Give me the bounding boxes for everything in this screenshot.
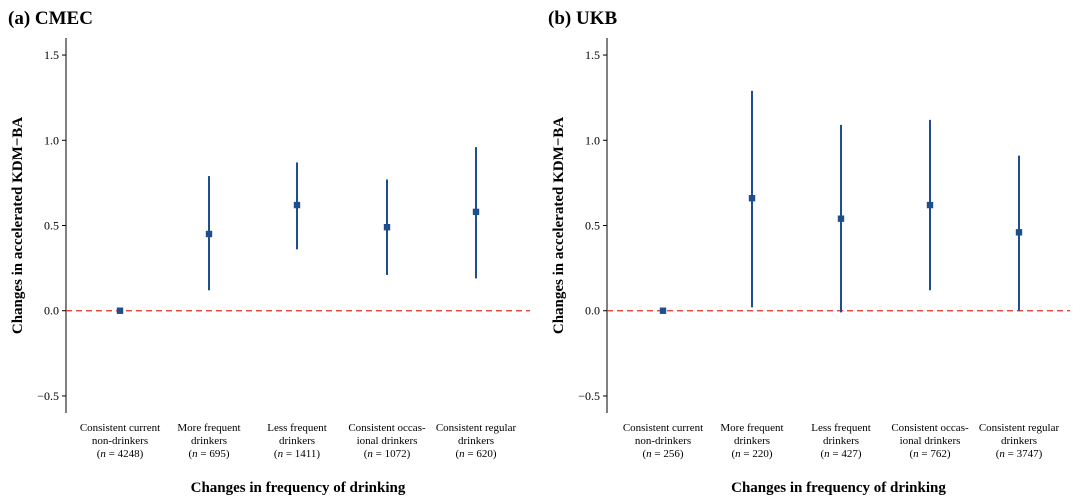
panel-b: (b) UKB −0.5 0.0 0.5 1.0 1.5 Changes in accele…	[548, 8, 1070, 496]
x-tick-label: More frequent drinkers (n = 695)	[177, 422, 240, 460]
x-tick-label-n: (n = 256)	[642, 448, 683, 460]
x-tick-label-line: Consistent current	[80, 422, 160, 434]
x-axis-title: Changes in frequency of drinking	[191, 480, 406, 496]
point-estimate	[926, 201, 934, 209]
x-tick-label-n: (n = 220)	[731, 448, 772, 460]
panel-title: (a) CMEC	[8, 8, 93, 29]
y-tick-label: 0.0	[585, 304, 600, 318]
x-tick-label-line: drinkers	[823, 435, 859, 447]
point-estimate	[748, 195, 756, 202]
point-estimate	[1015, 229, 1023, 236]
x-tick-label-n: (n = 1411)	[274, 448, 320, 460]
x-tick-label-line: ional drinkers	[900, 435, 961, 447]
y-tick-label: −0.5	[37, 389, 59, 403]
x-tick-label-line: More frequent	[720, 422, 783, 434]
x-tick-label-n: (n = 427)	[820, 448, 861, 460]
x-tick-label-line: drinkers	[458, 435, 494, 447]
y-tick-label: 0.5	[585, 219, 600, 233]
x-tick-label-line: drinkers	[191, 435, 227, 447]
x-tick-label-line: Consistent occas-	[348, 422, 426, 434]
x-tick-label: Consistent regular drinkers (n = 3747)	[979, 422, 1060, 460]
x-tick-label: Less frequent drinkers (n = 427)	[811, 422, 871, 460]
y-tick-label: 1.0	[44, 133, 59, 147]
y-tick-label: −0.5	[578, 389, 600, 403]
x-tick-label-n: (n = 4248)	[97, 448, 144, 460]
y-tick-label: 0.0	[44, 304, 59, 318]
x-tick-label-line: non-drinkers	[635, 435, 691, 447]
x-tick-label: Consistent occas-ional drinkers (n = 762)	[891, 422, 969, 460]
point-estimate	[205, 230, 213, 238]
point-estimate	[383, 224, 391, 231]
x-tick-label-line: ional drinkers	[357, 435, 418, 447]
x-tick-label-line: Consistent regular	[979, 422, 1060, 434]
y-tick-label: 1.0	[585, 133, 600, 147]
x-tick-label-n: (n = 620)	[455, 448, 496, 460]
x-tick-label-n: (n = 762)	[909, 448, 950, 460]
y-tick-label: 1.5	[585, 48, 600, 62]
point-estimate	[659, 307, 667, 314]
x-axis-title: Changes in frequency of drinking	[731, 480, 946, 496]
y-tick-label: 1.5	[44, 48, 59, 62]
point-estimate	[293, 201, 301, 209]
x-tick-label: Less frequent drinkers (n = 1411)	[267, 422, 327, 460]
x-tick-label-line: Consistent current	[623, 422, 703, 434]
point-estimate	[472, 208, 480, 216]
y-tick-label: 0.5	[44, 219, 59, 233]
x-tick-label-line: Less frequent	[811, 422, 871, 434]
x-tick-label-line: Less frequent	[267, 422, 327, 434]
panel-a: (a) CMEC −0.5 0.0 0.5 1.0 1.5 Changes in accel…	[8, 8, 530, 496]
panel-title: (b) UKB	[548, 8, 617, 29]
point-estimate	[837, 215, 845, 222]
x-tick-label-line: Consistent regular	[436, 422, 517, 434]
x-tick-label-n: (n = 695)	[188, 448, 229, 460]
x-tick-label-n: (n = 1072)	[364, 448, 411, 460]
y-axis-title: Changes in accelerated KDM−BA	[551, 117, 567, 334]
x-tick-label-line: drinkers	[279, 435, 315, 447]
x-tick-label-line: drinkers	[734, 435, 770, 447]
x-tick-label: Consistent occas-ional drinkers (n = 1072…	[348, 422, 426, 460]
x-tick-label-line: drinkers	[1001, 435, 1037, 447]
x-tick-label: More frequent drinkers (n = 220)	[720, 422, 783, 460]
y-axis-title: Changes in accelerated KDM−BA	[10, 117, 26, 334]
x-tick-label: Consistent regular drinkers (n = 620)	[436, 422, 517, 460]
x-tick-label-line: Consistent occas-	[891, 422, 969, 434]
x-tick-label-line: non-drinkers	[92, 435, 148, 447]
x-tick-label: Consistent current non-drinkers (n = 4248)	[80, 422, 160, 460]
x-tick-label-line: More frequent	[177, 422, 240, 434]
x-tick-label: Consistent current non-drinkers (n = 256)	[623, 422, 703, 460]
point-estimate	[116, 307, 124, 314]
x-tick-label-n: (n = 3747)	[996, 448, 1043, 460]
